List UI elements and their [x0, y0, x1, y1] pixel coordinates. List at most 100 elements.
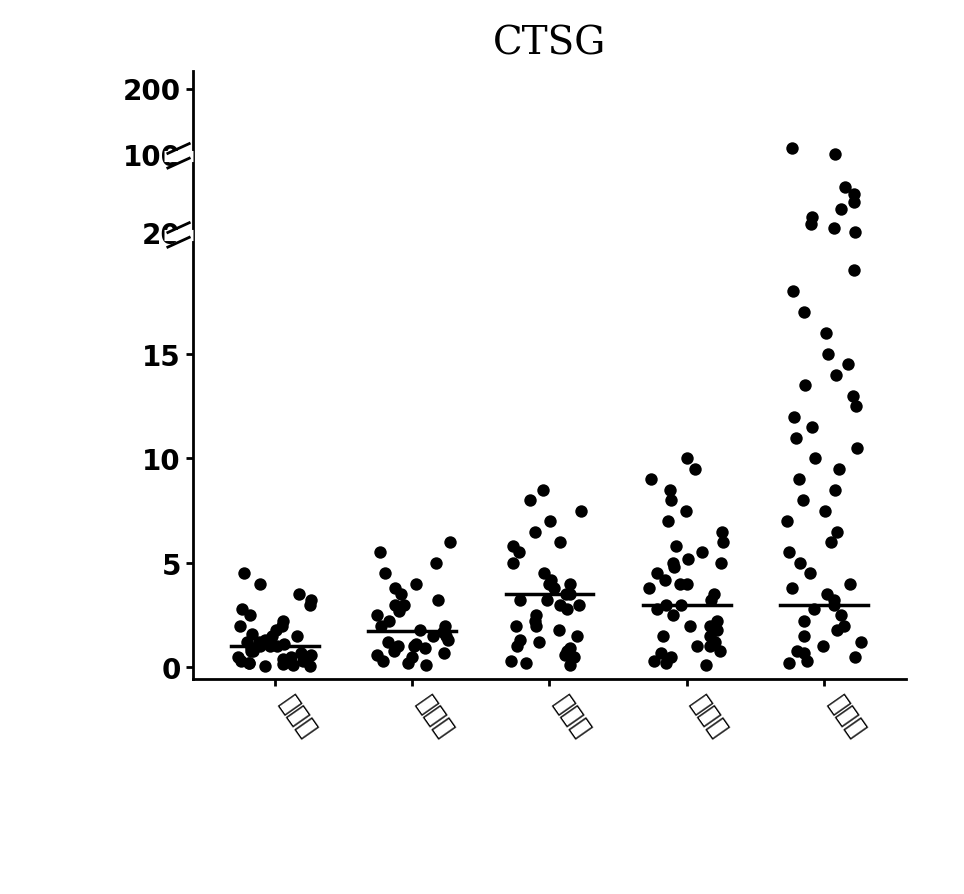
- Point: [663, 493, 679, 508]
- Point: [848, 400, 864, 414]
- Point: [847, 225, 863, 240]
- Point: [649, 602, 664, 616]
- Point: [289, 629, 305, 644]
- Point: [252, 636, 267, 650]
- Point: [296, 654, 311, 669]
- Point: [442, 536, 457, 550]
- Point: [804, 420, 819, 434]
- Point: [408, 577, 423, 591]
- Point: [269, 623, 284, 637]
- Point: [244, 627, 259, 641]
- Point: [808, 451, 823, 466]
- Point: [505, 556, 521, 570]
- Point: [418, 658, 434, 672]
- Point: [275, 619, 290, 633]
- Point: [529, 619, 545, 633]
- Point: [802, 567, 817, 581]
- Point: [797, 379, 813, 393]
- Point: [386, 644, 401, 658]
- Point: [387, 598, 402, 612]
- Point: [694, 545, 710, 560]
- Point: [372, 545, 388, 560]
- Point: [779, 514, 794, 528]
- Point: [647, 654, 662, 669]
- Point: [658, 598, 674, 612]
- Point: [283, 650, 299, 664]
- Point: [831, 462, 846, 477]
- Point: [823, 536, 839, 550]
- Point: [527, 614, 543, 628]
- Point: [245, 644, 260, 658]
- Point: [504, 654, 520, 669]
- Point: [847, 650, 863, 664]
- Point: [559, 602, 575, 616]
- Point: [846, 264, 862, 278]
- Point: [527, 525, 543, 539]
- Point: [393, 587, 409, 602]
- Point: [680, 451, 695, 466]
- Point: [562, 587, 577, 602]
- Point: [558, 587, 574, 602]
- Point: [680, 577, 695, 591]
- Point: [536, 567, 551, 581]
- Point: [842, 577, 857, 591]
- Point: [787, 410, 802, 425]
- Point: [655, 629, 670, 644]
- Point: [291, 587, 307, 602]
- Point: [390, 639, 406, 654]
- Point: [376, 654, 391, 669]
- Point: [796, 629, 812, 644]
- Point: [834, 608, 849, 622]
- Point: [234, 602, 250, 616]
- Point: [381, 636, 396, 650]
- Point: [391, 604, 407, 619]
- Point: [795, 493, 811, 508]
- Point: [408, 637, 423, 652]
- Point: [241, 656, 256, 670]
- Point: [828, 368, 844, 383]
- Point: [531, 636, 547, 650]
- Point: [796, 614, 812, 628]
- Point: [276, 614, 291, 628]
- Point: [826, 598, 842, 612]
- Point: [804, 218, 819, 232]
- Point: [789, 431, 804, 445]
- Point: [435, 625, 450, 639]
- Point: [703, 629, 718, 644]
- Point: [233, 654, 249, 669]
- Point: [846, 196, 862, 210]
- Point: [820, 348, 836, 362]
- Point: [663, 650, 679, 664]
- Point: [660, 514, 676, 528]
- Point: [441, 633, 456, 647]
- Point: [830, 525, 845, 539]
- Point: [243, 644, 258, 658]
- Point: [253, 639, 268, 654]
- Point: [838, 181, 853, 195]
- Point: [242, 608, 257, 622]
- Point: [369, 608, 385, 622]
- Point: [662, 483, 678, 497]
- Point: [687, 462, 703, 477]
- Point: [704, 594, 719, 608]
- Point: [236, 567, 252, 581]
- Point: [818, 587, 834, 602]
- Point: [269, 639, 284, 654]
- Point: [827, 483, 843, 497]
- Point: [559, 644, 575, 658]
- Point: [551, 623, 567, 637]
- Point: [275, 657, 290, 671]
- Point: [243, 642, 258, 656]
- Point: [232, 619, 248, 633]
- Point: [796, 645, 812, 660]
- Point: [400, 656, 415, 670]
- Point: [791, 473, 807, 487]
- Point: [563, 658, 578, 672]
- Point: [668, 539, 683, 553]
- Point: [845, 389, 861, 403]
- Point: [785, 285, 800, 299]
- Point: [849, 442, 865, 456]
- Point: [528, 608, 544, 622]
- Point: [302, 659, 317, 673]
- Point: [682, 619, 697, 633]
